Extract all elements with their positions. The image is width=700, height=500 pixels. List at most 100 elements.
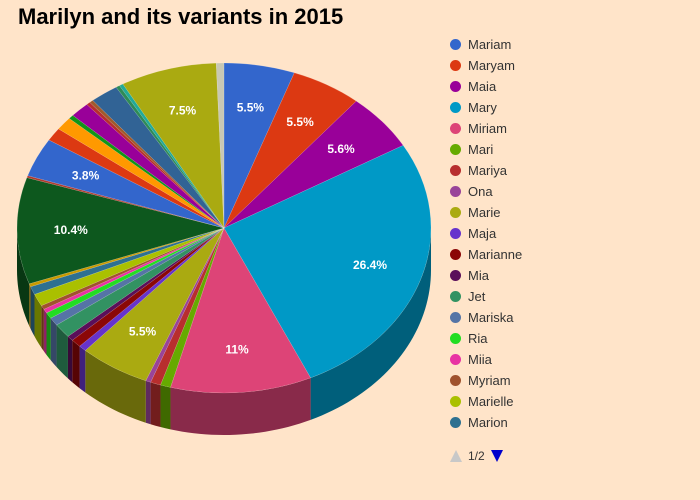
legend-label: Mariya [468, 163, 508, 178]
pie-chart: 5.5% 5.5% 5.6% 26.4% 11% 5.5% 10.4% 3.8% 7.5% [16, 62, 432, 435]
legend-item[interactable]: Mariya [450, 160, 690, 181]
pie-slice[interactable] [48, 128, 225, 229]
legend-item[interactable]: Myriam [450, 370, 690, 391]
pie-slice[interactable] [84, 227, 225, 382]
pie-slice-side [150, 382, 161, 428]
pie-slice[interactable] [28, 227, 225, 288]
pie-slice[interactable] [115, 85, 225, 229]
pie-slice[interactable] [34, 227, 225, 306]
slice-data-label: 11% [225, 343, 249, 357]
pie-slice[interactable] [67, 227, 225, 341]
pie-slice-side [72, 340, 80, 389]
legend-item[interactable]: Jet [450, 286, 690, 307]
legend-item[interactable]: Maia [450, 76, 690, 97]
slice-data-label: 26.4% [353, 258, 387, 272]
legend-item[interactable]: Marion [450, 412, 690, 433]
pie-slice[interactable] [30, 227, 225, 295]
pie-slice[interactable] [223, 145, 432, 379]
pie-slice[interactable] [145, 227, 225, 383]
pie-side-walls [17, 228, 431, 435]
legend-swatch [450, 81, 461, 92]
slice-data-label: 5.5% [129, 324, 157, 338]
pie-slice[interactable] [170, 227, 311, 394]
legend-item[interactable]: Ona [450, 181, 690, 202]
legend-swatch [450, 123, 461, 134]
pie-slice-side [41, 305, 44, 352]
chart-title: Marilyn and its variants in 2015 [18, 4, 344, 29]
pie-slice[interactable] [56, 227, 225, 337]
pie-slice[interactable] [40, 227, 225, 310]
legend-items: Mariam Maryam Maia Mary Miriam Mari Mariya Ona M… [450, 34, 690, 433]
pie-slice[interactable] [16, 177, 225, 285]
legend-item[interactable]: Mariam [450, 34, 690, 55]
legend-item[interactable]: Marielle [450, 391, 690, 412]
legend-label: Maryam [468, 58, 515, 73]
legend-item[interactable]: Mia [450, 265, 690, 286]
slice-data-label: 10.4% [54, 223, 88, 237]
pie-slice-side [67, 336, 73, 383]
legend-label: Miia [468, 352, 492, 367]
pie-slice[interactable] [215, 62, 225, 229]
pie-slice[interactable] [89, 100, 225, 229]
pie-slice[interactable] [92, 86, 225, 229]
legend-swatch [450, 354, 461, 365]
legend-label: Mia [468, 268, 489, 283]
legend-item[interactable]: Miriam [450, 118, 690, 139]
slice-data-label: 3.8% [72, 169, 100, 183]
legend-item[interactable]: Marianne [450, 244, 690, 265]
pie-slice[interactable] [46, 227, 225, 319]
pie-slice[interactable] [160, 227, 225, 388]
legend-label: Ona [468, 184, 493, 199]
legend-swatch [450, 417, 461, 428]
legend-swatch [450, 102, 461, 113]
legend-label: Myriam [468, 373, 511, 388]
legend-label: Jet [468, 289, 486, 304]
pie-slice-side [145, 380, 151, 425]
pie-slice[interactable] [26, 175, 225, 229]
legend-swatch [450, 186, 461, 197]
legend-item[interactable]: Maryam [450, 55, 690, 76]
legend-label: Mariam [468, 37, 512, 52]
legend-label: Maia [468, 79, 497, 94]
legend-swatch [450, 207, 461, 218]
legend-label: Marion [468, 415, 508, 430]
legend-label: Mari [468, 142, 494, 157]
pie-slice[interactable] [223, 72, 357, 229]
legend-prev-page-icon[interactable] [450, 450, 462, 462]
legend-next-page-icon[interactable] [490, 450, 503, 462]
pie-slice[interactable] [58, 118, 225, 229]
legend-item[interactable]: Miia [450, 349, 690, 370]
slice-data-label: 5.6% [327, 142, 355, 156]
legend-swatch [450, 375, 461, 386]
legend-swatch [450, 165, 461, 176]
pie-slice[interactable] [50, 227, 225, 326]
legend-item[interactable]: Mary [450, 97, 690, 118]
pie-slice-side [17, 228, 30, 326]
legend-label: Mariska [468, 310, 514, 325]
pie-slice[interactable] [79, 227, 225, 351]
pie-slice[interactable] [68, 115, 225, 229]
pie-slice[interactable] [72, 104, 225, 229]
pie-slice-side [160, 385, 171, 430]
pie-slice[interactable] [150, 227, 225, 386]
legend-item[interactable]: Marie [450, 202, 690, 223]
pie-slice[interactable] [27, 139, 225, 229]
slice-data-label: 7.5% [169, 104, 197, 118]
pie-slice-side [170, 377, 311, 435]
legend-label: Marianne [468, 247, 523, 262]
pie-slice[interactable] [86, 102, 225, 229]
pie-slice[interactable] [223, 62, 295, 229]
pie-slice-side [43, 309, 47, 355]
pie-slice[interactable] [119, 83, 225, 229]
legend-swatch [450, 228, 461, 239]
pie-slice-side [56, 325, 68, 379]
pie-slice-side [34, 294, 42, 348]
legend-item[interactable]: Mari [450, 139, 690, 160]
legend-item[interactable]: Mariska [450, 307, 690, 328]
pie-slice[interactable] [43, 227, 225, 314]
pie-slice[interactable] [71, 227, 225, 347]
pie-slice[interactable] [122, 62, 225, 229]
legend-item[interactable]: Maja [450, 223, 690, 244]
pie-slice[interactable] [223, 100, 404, 229]
legend-item[interactable]: Ria [450, 328, 690, 349]
